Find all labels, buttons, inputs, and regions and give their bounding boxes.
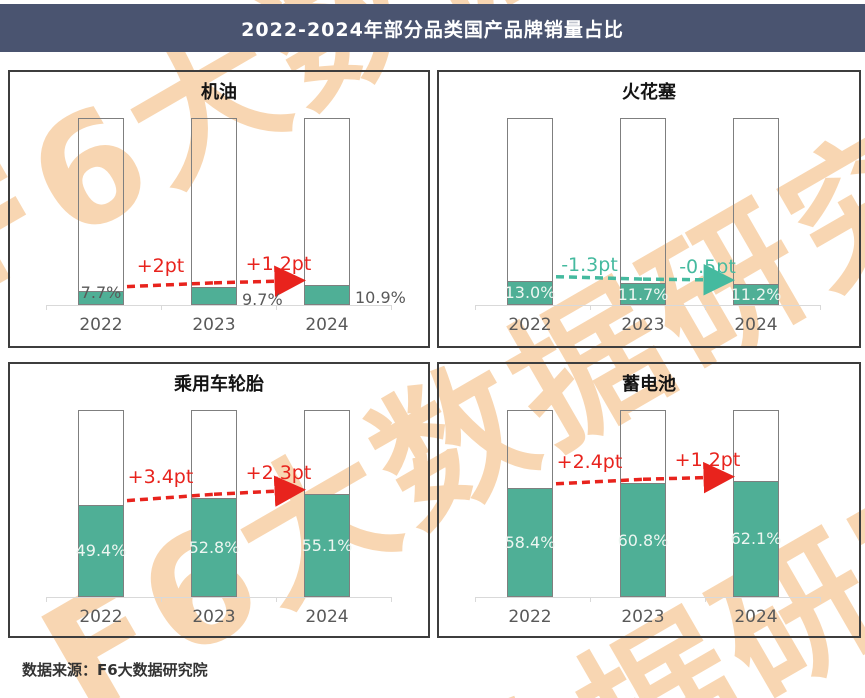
panel-engine-oil: 机油 2022 2023 2024 7.7% 9.7% 10.9% +2pt +1.2pt: [8, 70, 430, 348]
x-axis-tick: [475, 305, 476, 310]
x-axis-line: [475, 597, 820, 598]
value-label: 11.7%: [617, 284, 669, 304]
x-axis-label: 2024: [734, 607, 778, 627]
delta-label: +1.2pt: [674, 448, 741, 471]
x-axis-tick: [820, 305, 821, 310]
x-axis-tick: [46, 305, 47, 310]
bar-chart: 2022 2023 2024 49.4% 52.8% 55.1% +3.4pt +2.3pt: [10, 364, 428, 636]
trend-arrow-segment: [555, 274, 644, 281]
trend-arrow-segment: [126, 281, 215, 289]
bar-chart: 2022 2023 2024 58.4% 60.8% 62.1% +2.4pt +1.2pt: [439, 364, 859, 636]
delta-label: -1.3pt: [561, 253, 618, 276]
x-axis-tick: [705, 305, 706, 310]
panel-title: 火花塞: [622, 82, 676, 103]
x-axis-tick: [391, 305, 392, 310]
bar-domestic-share: [304, 493, 350, 597]
bar-domestic-share: [78, 504, 124, 597]
data-source-note: 数据来源：F6大数据研究院: [22, 661, 208, 679]
x-axis-line: [46, 305, 391, 306]
value-label: 7.7%: [80, 282, 122, 302]
bar-domestic-share: [78, 290, 124, 305]
panel-title: 乘用车轮胎: [174, 374, 264, 395]
panel-title: 蓄电池: [622, 374, 676, 395]
x-axis-tick: [161, 305, 162, 310]
delta-label: +2.4pt: [556, 451, 623, 474]
delta-label: -0.5pt: [679, 256, 736, 279]
value-label: 52.8%: [188, 538, 240, 558]
x-axis-label: 2024: [305, 607, 349, 627]
x-axis-tick: [276, 597, 277, 602]
trend-arrow: [126, 265, 306, 298]
page-title: 2022-2024年部分品类国产品牌销量占比: [241, 18, 624, 41]
x-axis-label: 2023: [192, 607, 236, 627]
x-axis-tick: [276, 305, 277, 310]
panel-battery: 蓄电池 2022 2023 2024 58.4% 60.8% 62.1% +2.4pt +1.…: [437, 362, 861, 638]
x-axis-tick: [820, 597, 821, 602]
x-axis-label: 2024: [734, 315, 778, 335]
panel-passenger-tire: 乘用车轮胎 2022 2023 2024 49.4% 52.8% 55.1% +3.4pt +…: [8, 362, 430, 638]
value-label: 58.4%: [504, 532, 556, 552]
bar-domestic-share: [620, 283, 666, 305]
bar-domestic-share: [733, 480, 779, 597]
bar-domestic-share: [191, 498, 237, 597]
trend-arrow-segment: [642, 264, 735, 296]
delta-label: +1.2pt: [245, 252, 312, 275]
x-axis-label: 2023: [621, 607, 665, 627]
x-axis-tick: [590, 305, 591, 310]
delta-label: +3.4pt: [127, 466, 194, 489]
trend-arrow: [555, 264, 735, 296]
x-axis-label: 2023: [192, 315, 236, 335]
bar-domestic-share: [507, 280, 553, 305]
value-label: 13.0%: [504, 283, 556, 303]
trend-arrow-segment: [642, 461, 735, 494]
panel-spark-plug: 火花塞 2022 2023 2024 13.0% 11.7% 11.2% -1.3pt -0.…: [437, 70, 861, 348]
trend-arrow-segment: [213, 265, 306, 298]
x-axis-tick: [705, 597, 706, 602]
value-label: 9.7%: [242, 289, 283, 309]
value-label: 55.1%: [301, 535, 353, 555]
x-axis-line: [46, 597, 391, 598]
bar-chart: 2022 2023 2024 7.7% 9.7% 10.9% +2pt +1.2pt: [10, 72, 428, 346]
bar-domestic-share: [507, 487, 553, 597]
x-axis-tick: [391, 597, 392, 602]
trend-arrow-segment: [126, 492, 215, 503]
trend-arrow: [126, 475, 306, 507]
value-label: 10.9%: [355, 287, 406, 307]
x-axis-tick: [46, 597, 47, 602]
value-label: 11.2%: [730, 285, 782, 305]
bar-domestic-share: [191, 286, 237, 305]
x-axis-label: 2023: [621, 315, 665, 335]
title-banner: 2022-2024年部分品类国产品牌销量占比: [0, 4, 865, 52]
x-axis-tick: [475, 597, 476, 602]
x-axis-label: 2022: [79, 315, 123, 335]
x-axis-tick: [161, 597, 162, 602]
value-label: 60.8%: [617, 530, 669, 550]
value-label: 49.4%: [75, 541, 127, 561]
x-axis-line: [475, 305, 820, 306]
bar-domestic-share: [620, 483, 666, 597]
bar-chart: 2022 2023 2024 13.0% 11.7% 11.2% -1.3pt -0.5pt: [439, 72, 859, 346]
x-axis-label: 2024: [305, 315, 349, 335]
trend-arrow: [555, 461, 735, 494]
trend-arrow-segment: [555, 477, 644, 486]
x-axis-label: 2022: [508, 315, 552, 335]
panel-title: 机油: [201, 82, 237, 103]
delta-label: +2.3pt: [245, 461, 312, 484]
delta-label: +2pt: [136, 254, 185, 277]
x-axis-label: 2022: [508, 607, 552, 627]
x-axis-label: 2022: [79, 607, 123, 627]
value-label: 62.1%: [730, 529, 782, 549]
x-axis-tick: [590, 597, 591, 602]
trend-arrow-segment: [213, 475, 306, 507]
